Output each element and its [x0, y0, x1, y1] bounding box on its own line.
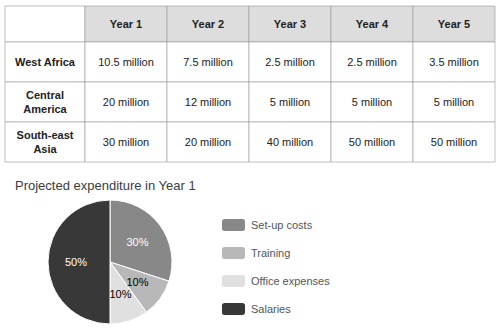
svg-text:Training: Training [251, 247, 290, 259]
svg-text:Year 5: Year 5 [438, 18, 470, 30]
svg-text:Year 1: Year 1 [110, 18, 142, 30]
svg-text:20 million: 20 million [103, 96, 149, 108]
svg-text:Year 2: Year 2 [192, 18, 224, 30]
svg-text:50 million: 50 million [349, 136, 395, 148]
svg-text:Set-up costs: Set-up costs [251, 219, 313, 231]
svg-text:West Africa: West Africa [15, 56, 76, 68]
svg-text:South-east: South-east [17, 129, 74, 141]
svg-text:Year 4: Year 4 [356, 18, 389, 30]
svg-text:5 million: 5 million [434, 96, 474, 108]
svg-text:10.5 million: 10.5 million [98, 56, 154, 68]
svg-text:40 million: 40 million [267, 136, 313, 148]
svg-text:Office expenses: Office expenses [251, 275, 330, 287]
svg-text:5 million: 5 million [270, 96, 310, 108]
svg-text:3.5 million: 3.5 million [429, 56, 479, 68]
svg-text:30 million: 30 million [103, 136, 149, 148]
svg-text:50%: 50% [65, 256, 87, 268]
svg-text:America: America [23, 103, 67, 115]
svg-text:50 million: 50 million [431, 136, 477, 148]
svg-text:12 million: 12 million [185, 96, 231, 108]
svg-text:Salaries: Salaries [251, 303, 291, 315]
svg-text:10%: 10% [109, 288, 131, 300]
svg-text:5 million: 5 million [352, 96, 392, 108]
svg-text:Projected expenditure in Year: Projected expenditure in Year 1 [15, 178, 196, 193]
svg-text:20 million: 20 million [185, 136, 231, 148]
svg-text:2.5 million: 2.5 million [347, 56, 397, 68]
svg-text:Year 3: Year 3 [274, 18, 306, 30]
svg-text:2.5 million: 2.5 million [265, 56, 315, 68]
svg-text:7.5 million: 7.5 million [183, 56, 233, 68]
svg-text:30%: 30% [126, 236, 148, 248]
svg-text:Asia: Asia [33, 143, 57, 155]
svg-text:Central: Central [26, 89, 64, 101]
svg-text:10%: 10% [126, 276, 148, 288]
